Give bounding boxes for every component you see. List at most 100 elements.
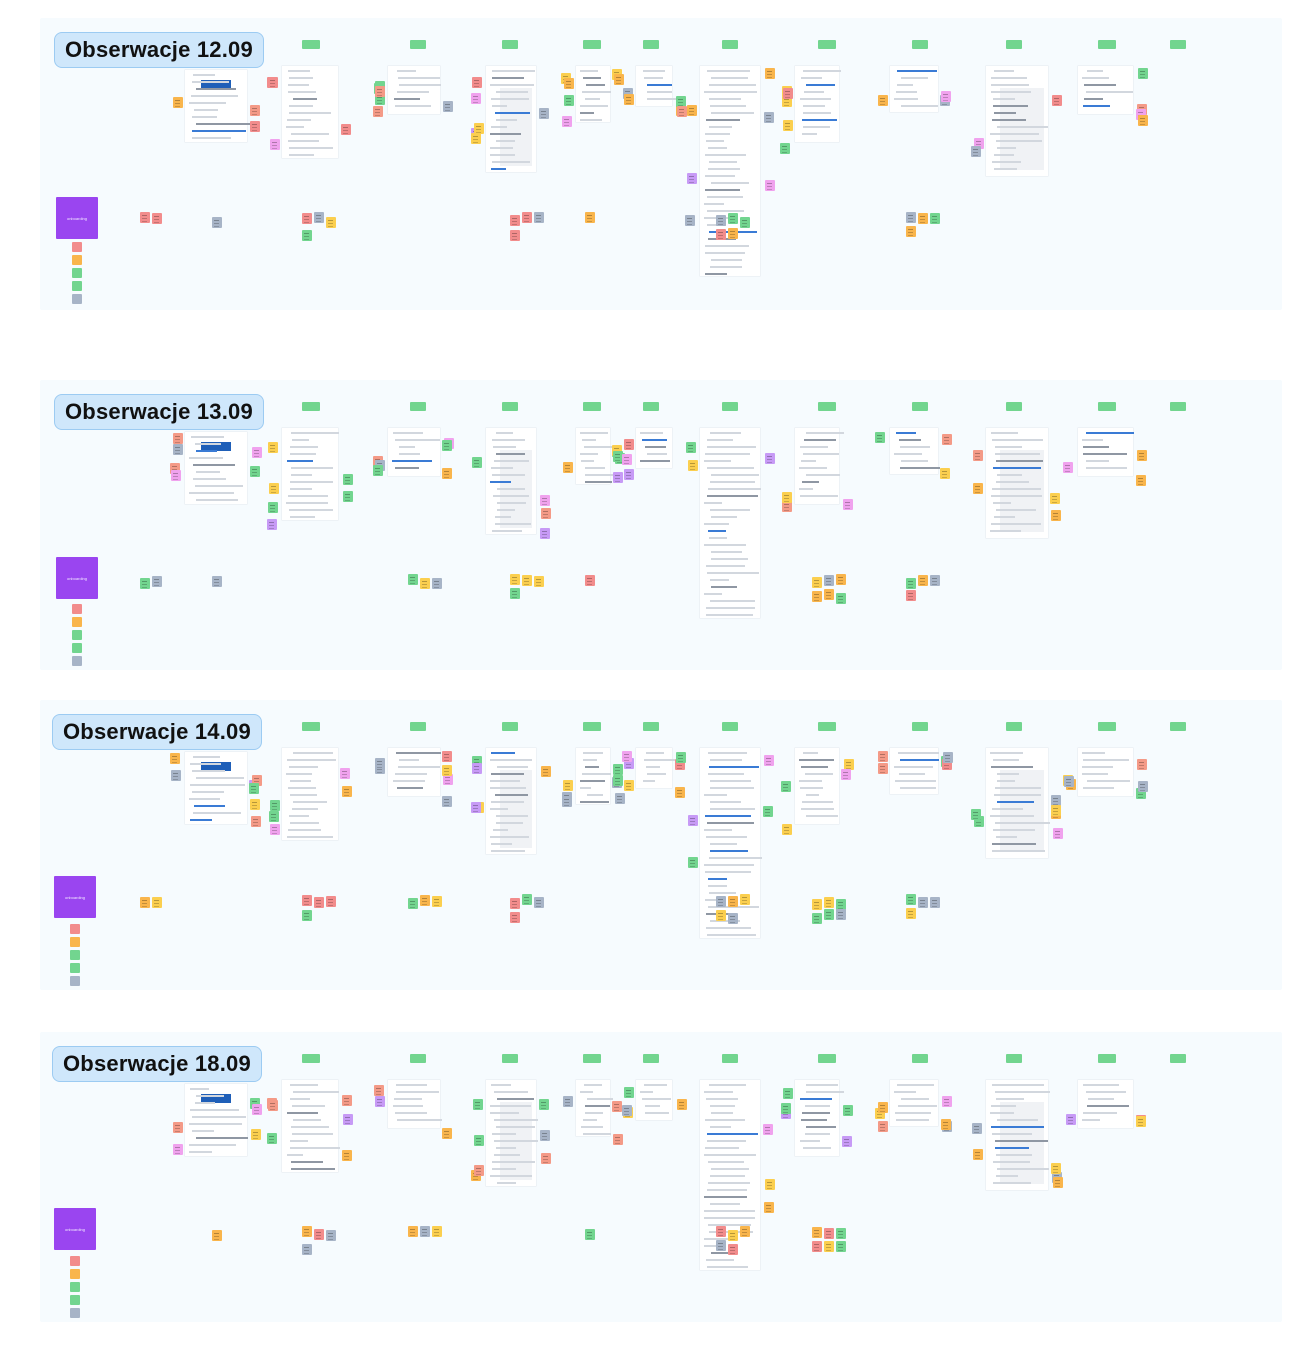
sticky-note[interactable] [340, 768, 350, 779]
category-tag[interactable] [1170, 1054, 1186, 1063]
sticky-note[interactable] [269, 483, 279, 494]
sticky-note[interactable] [782, 824, 792, 835]
sticky-note[interactable] [1052, 95, 1062, 106]
sticky-note[interactable] [687, 105, 697, 116]
category-tag[interactable] [1098, 1054, 1116, 1063]
sticky-note[interactable] [170, 753, 180, 764]
sticky-note[interactable] [472, 756, 482, 767]
sticky-note[interactable] [941, 91, 951, 102]
category-tag[interactable] [410, 40, 426, 49]
onboarding-card[interactable]: onboarding [54, 1208, 96, 1250]
category-tag[interactable] [1006, 722, 1022, 731]
sticky-note[interactable] [740, 1226, 750, 1237]
sticky-note[interactable] [824, 909, 834, 920]
category-tag[interactable] [410, 1054, 426, 1063]
sticky-note[interactable] [510, 215, 520, 226]
sticky-note[interactable] [764, 1202, 774, 1213]
sticky-note[interactable] [534, 897, 544, 908]
sticky-note[interactable] [1136, 475, 1146, 486]
category-tag[interactable] [583, 40, 601, 49]
sticky-note[interactable] [375, 1096, 385, 1107]
sticky-note[interactable] [812, 1227, 822, 1238]
screen-frame[interactable] [636, 428, 672, 468]
sticky-note[interactable] [716, 896, 726, 907]
category-tag[interactable] [912, 722, 928, 731]
sticky-note[interactable] [442, 440, 452, 451]
sticky-note[interactable] [878, 1102, 888, 1113]
sticky-note[interactable] [765, 180, 775, 191]
sticky-note[interactable] [442, 468, 452, 479]
screen-frame[interactable] [576, 66, 611, 122]
sticky-note[interactable] [930, 897, 940, 908]
board-title[interactable]: Obserwacje 18.09 [52, 1046, 262, 1082]
sticky-note[interactable] [140, 897, 150, 908]
sticky-note[interactable] [269, 811, 279, 822]
sticky-note[interactable] [940, 468, 950, 479]
sticky-note[interactable] [251, 816, 261, 827]
sticky-note[interactable] [843, 1105, 853, 1116]
category-tag[interactable] [722, 40, 738, 49]
screen-frame[interactable] [795, 428, 844, 504]
sticky-note[interactable] [972, 1123, 982, 1134]
sticky-note[interactable] [906, 578, 916, 589]
sticky-note[interactable] [781, 1103, 791, 1114]
sticky-note[interactable] [473, 1099, 483, 1110]
sticky-note[interactable] [971, 809, 981, 820]
sticky-note[interactable] [140, 578, 150, 589]
sticky-note[interactable] [562, 116, 572, 127]
onboarding-card[interactable]: onboarding [54, 876, 96, 918]
sticky-note[interactable] [812, 913, 822, 924]
sticky-note[interactable] [442, 796, 452, 807]
sticky-note[interactable] [842, 1136, 852, 1147]
sticky-note[interactable] [152, 576, 162, 587]
sticky-note[interactable] [250, 121, 260, 132]
sticky-note[interactable] [540, 495, 550, 506]
sticky-note[interactable] [585, 575, 595, 586]
sticky-note[interactable] [471, 133, 481, 144]
sticky-note[interactable] [326, 896, 336, 907]
sticky-note[interactable] [740, 894, 750, 905]
sticky-note[interactable] [843, 499, 853, 510]
sticky-note[interactable] [622, 751, 632, 762]
sticky-note[interactable] [824, 1241, 834, 1252]
sticky-note[interactable] [812, 591, 822, 602]
category-tag[interactable] [722, 722, 738, 731]
sticky-note[interactable] [836, 899, 846, 910]
screen-frame[interactable] [576, 1080, 613, 1136]
sticky-note[interactable] [728, 1244, 738, 1255]
sticky-note[interactable] [764, 112, 774, 123]
sticky-note[interactable] [941, 1119, 951, 1130]
screen-frame[interactable] [486, 748, 536, 854]
screen-frame[interactable] [1078, 428, 1134, 476]
sticky-note[interactable] [624, 469, 634, 480]
sticky-note[interactable] [472, 77, 482, 88]
sticky-note[interactable] [812, 1241, 822, 1252]
sticky-note[interactable] [782, 501, 792, 512]
sticky-note[interactable] [510, 588, 520, 599]
screen-frame[interactable] [282, 428, 339, 520]
screen-frame[interactable] [986, 428, 1048, 538]
sticky-note[interactable] [716, 1226, 726, 1237]
sticky-note[interactable] [510, 574, 520, 585]
category-tag[interactable] [1098, 722, 1116, 731]
sticky-note[interactable] [677, 1099, 687, 1110]
board-title[interactable]: Obserwacje 13.09 [54, 394, 264, 430]
sticky-note[interactable] [374, 1085, 384, 1096]
sticky-note[interactable] [539, 108, 549, 119]
sticky-note[interactable] [212, 217, 222, 228]
sticky-note[interactable] [878, 763, 888, 774]
sticky-note[interactable] [906, 908, 916, 919]
sticky-note[interactable] [930, 575, 940, 586]
category-tag[interactable] [1170, 402, 1186, 411]
sticky-note[interactable] [836, 1241, 846, 1252]
sticky-note[interactable] [302, 1244, 312, 1255]
sticky-note[interactable] [622, 454, 632, 465]
sticky-note[interactable] [342, 1150, 352, 1161]
screen-frame[interactable] [185, 70, 250, 142]
sticky-note[interactable] [1053, 828, 1063, 839]
sticky-note[interactable] [173, 1122, 183, 1133]
sticky-note[interactable] [1137, 759, 1147, 770]
sticky-note[interactable] [612, 1101, 622, 1112]
screen-frame[interactable] [1078, 1080, 1133, 1128]
sticky-note[interactable] [728, 1230, 738, 1241]
